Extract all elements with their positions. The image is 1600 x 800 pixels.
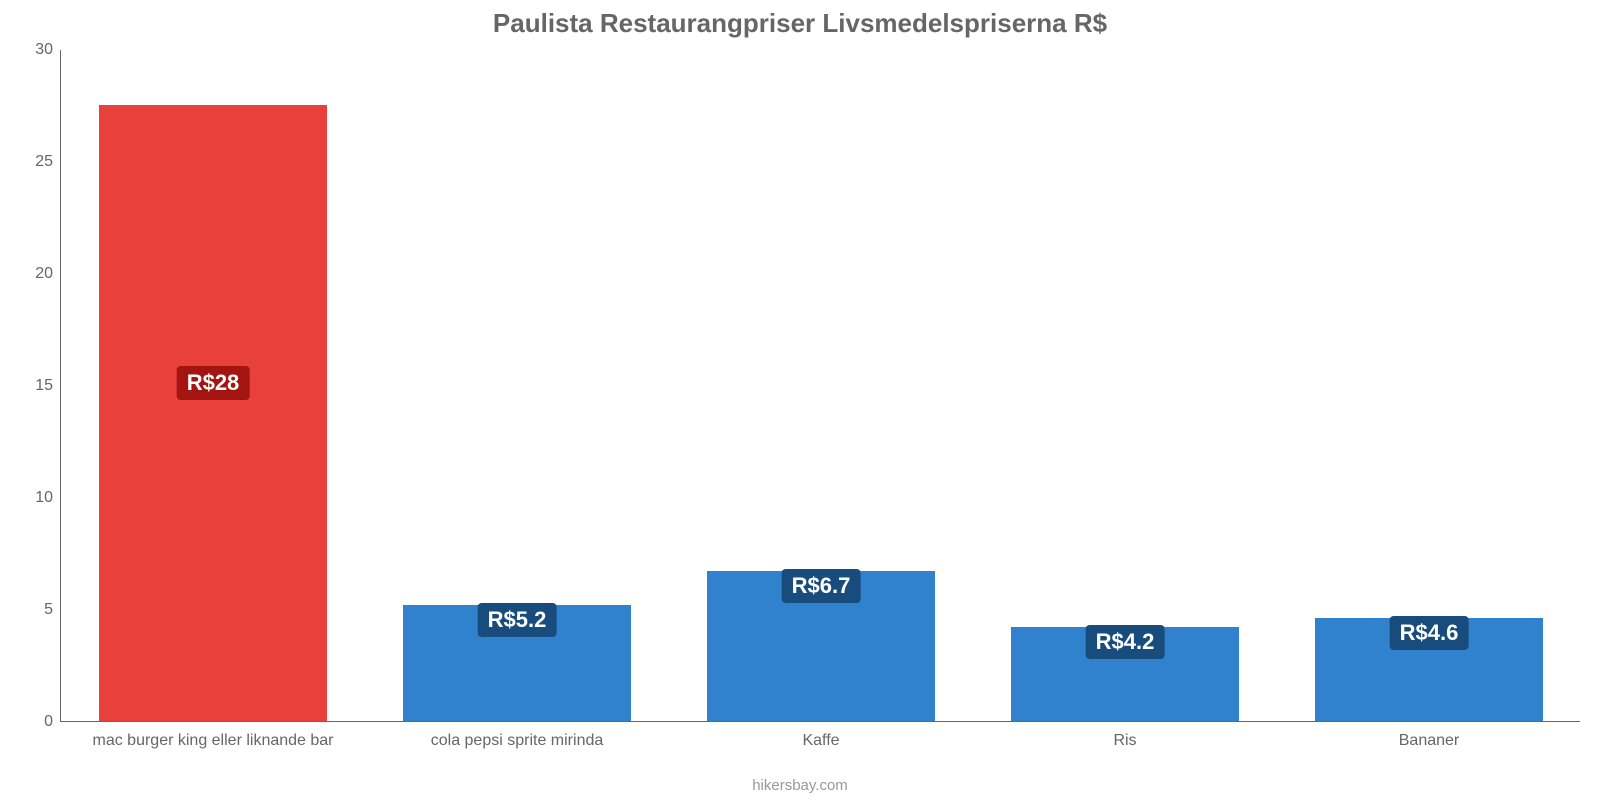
price-bar-chart: Paulista Restaurangpriser Livsmedelspris…: [0, 0, 1600, 800]
bar-value-label: R$4.2: [1086, 625, 1165, 659]
bar-value-label: R$6.7: [782, 569, 861, 603]
x-tick-label: Ris: [1113, 732, 1136, 750]
x-tick-label: mac burger king eller liknande bar: [92, 732, 333, 750]
y-tick-label: 25: [17, 153, 53, 171]
y-tick-label: 15: [17, 377, 53, 395]
x-tick-label: Kaffe: [802, 732, 839, 750]
bar-value-label: R$28: [177, 366, 250, 400]
y-tick-label: 30: [17, 41, 53, 59]
y-tick-label: 0: [17, 713, 53, 731]
y-tick-label: 5: [17, 601, 53, 619]
y-tick-label: 10: [17, 489, 53, 507]
source-label: hikersbay.com: [0, 777, 1600, 794]
bar-value-label: R$4.6: [1390, 616, 1469, 650]
chart-title: Paulista Restaurangpriser Livsmedelspris…: [0, 8, 1600, 39]
x-tick-label: Bananer: [1399, 732, 1460, 750]
plot-area: 051015202530R$28mac burger king eller li…: [60, 50, 1580, 722]
bar: [99, 105, 327, 721]
bar-value-label: R$5.2: [478, 603, 557, 637]
y-tick-label: 20: [17, 265, 53, 283]
x-tick-label: cola pepsi sprite mirinda: [431, 732, 604, 750]
